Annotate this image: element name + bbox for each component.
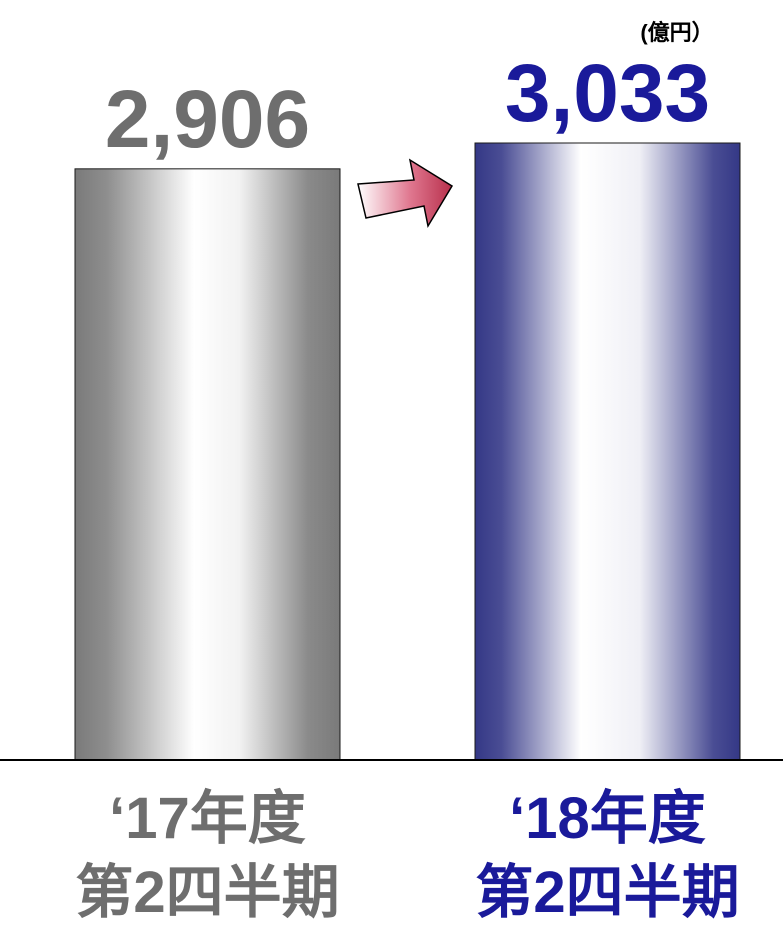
value-label-2017-q2: 2,906 <box>105 74 310 165</box>
bar-2017-q2 <box>74 168 341 761</box>
unit-label: (億円） <box>640 20 713 45</box>
category-label-2018-quarter: 第2四半期 <box>475 860 739 925</box>
increase-arrow-icon <box>357 158 454 229</box>
bar-2018-q2 <box>474 142 741 761</box>
value-label-2018-q2: 3,033 <box>505 48 710 139</box>
category-label-2017-year: ‘17年度 <box>109 786 306 851</box>
category-label-2017-quarter: 第2四半期 <box>75 860 339 925</box>
category-label-2018-year: ‘18年度 <box>509 786 706 851</box>
